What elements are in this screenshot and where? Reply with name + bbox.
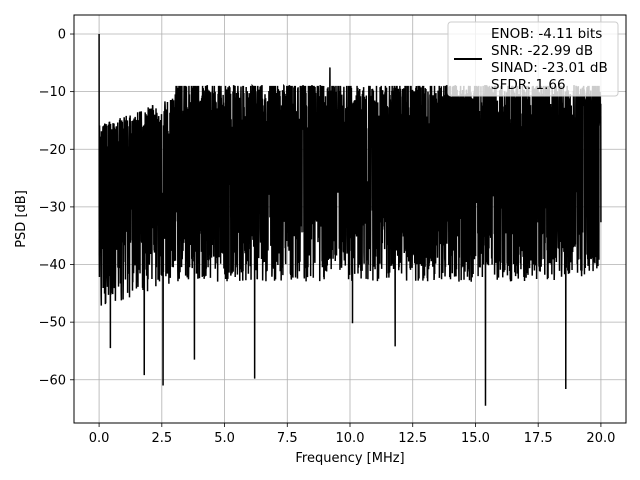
psd-trace [98,34,602,406]
x-tick-label: 17.5 [524,431,553,446]
y-ticks: 0 −10 −20 −30 −40 −50 −60 [39,28,74,388]
y-tick-label: 0 [58,28,66,43]
x-tick-label: 12.5 [398,431,427,446]
x-tick-label: 20.0 [586,431,615,446]
y-tick-label: −50 [39,316,66,331]
x-tick-label: 5.0 [214,431,235,446]
legend-line-sinad: SINAD: -23.01 dB [491,60,608,76]
x-axis-label: Frequency [MHz] [295,451,404,466]
x-tick-label: 7.5 [277,431,298,446]
y-tick-label: −10 [39,85,66,100]
x-tick-label: 2.5 [151,431,172,446]
x-tick-label: 0.0 [89,431,110,446]
psd-trace-layer [98,34,602,406]
y-tick-label: −30 [39,200,66,215]
legend-line-snr: SNR: -22.99 dB [491,43,593,59]
legend-line-enob: ENOB: -4.11 bits [491,26,602,42]
x-tick-label: 10.0 [336,431,365,446]
x-ticks: 0.0 2.5 5.0 7.5 10.0 12.5 15.0 17.5 20.0 [89,423,615,446]
y-tick-label: −40 [39,258,66,273]
y-axis-label: PSD [dB] [14,190,29,248]
legend-line-sfdr: SFDR: 1.66 [491,77,566,93]
y-tick-label: −20 [39,143,66,158]
legend: ENOB: -4.11 bits SNR: -22.99 dB SINAD: -… [447,21,619,97]
legend-box [447,21,619,97]
y-tick-label: −60 [39,373,66,388]
x-tick-label: 15.0 [461,431,490,446]
